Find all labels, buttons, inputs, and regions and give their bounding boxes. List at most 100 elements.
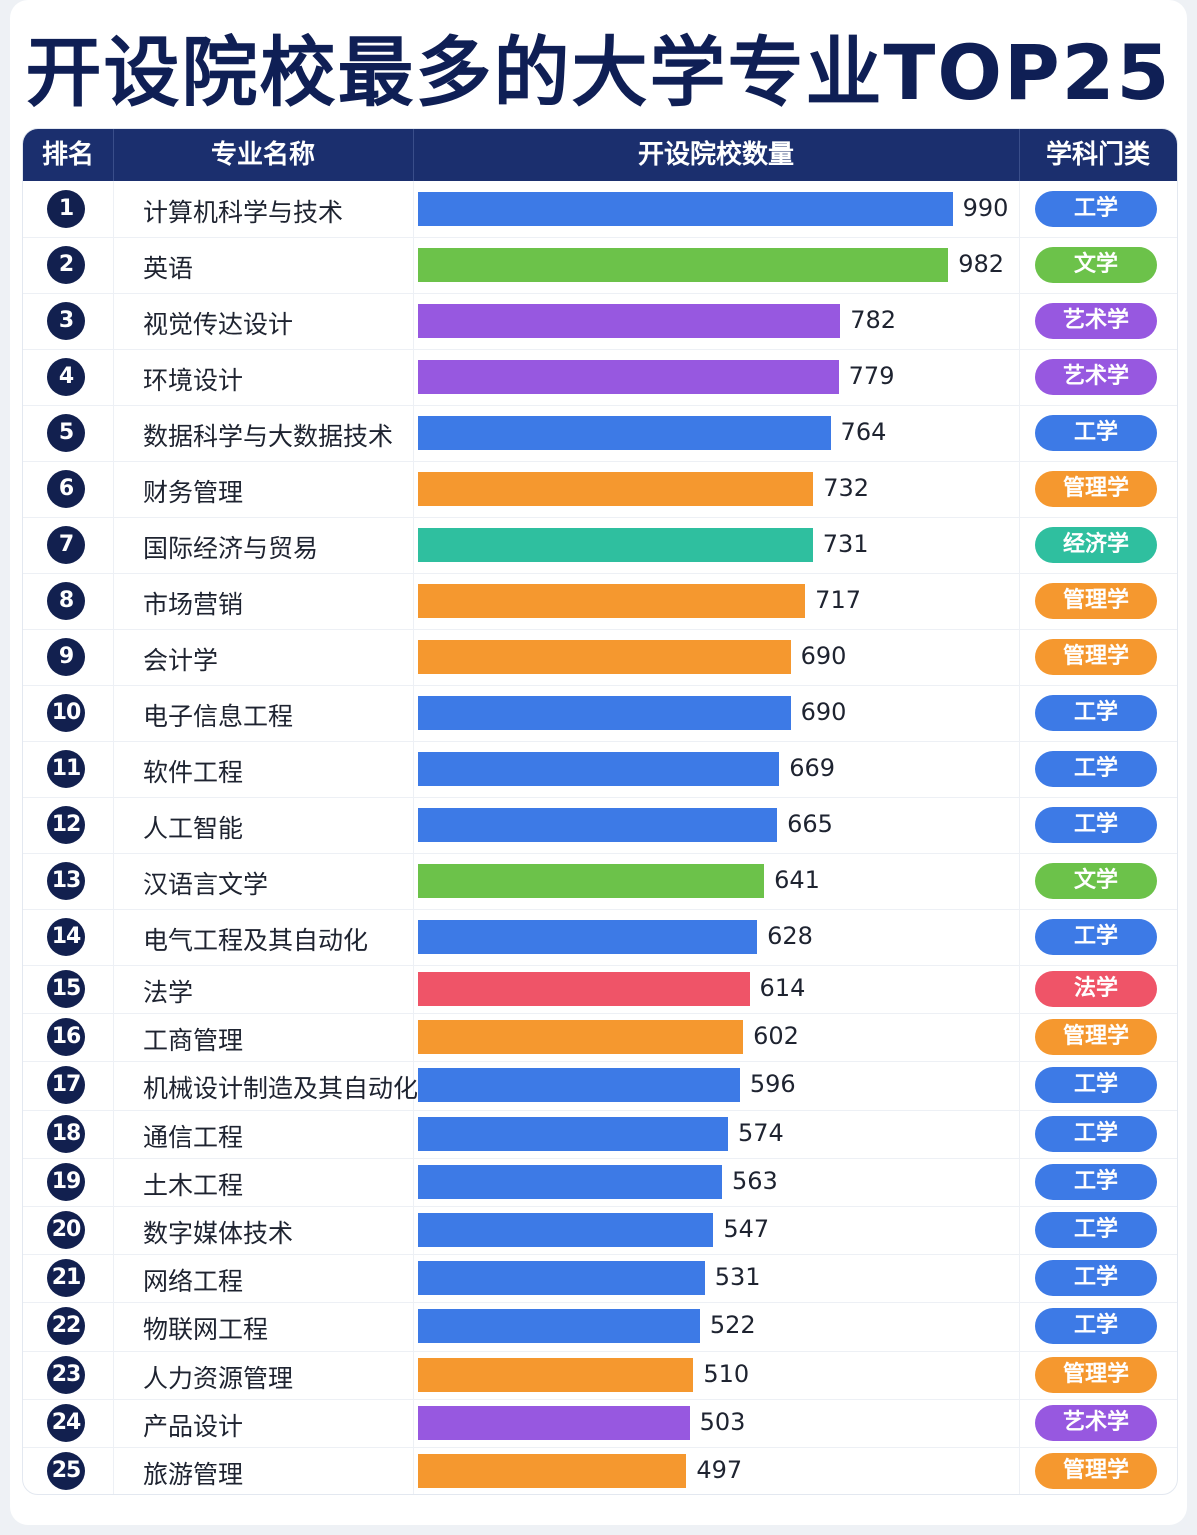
discipline-badge: 工学 [1035,415,1157,451]
count-bar [418,192,953,226]
table-row: 12 人工智能 665 工学 [23,797,1177,854]
count-value: 614 [759,974,806,1003]
major-name: 土木工程 [143,1170,244,1200]
discipline-badge: 工学 [1035,1163,1157,1200]
count-bar [418,640,791,674]
discipline-badge: 工学 [1035,1067,1157,1104]
count-value: 779 [848,362,895,390]
rank-badge: 6 [47,470,85,508]
count-bar [418,416,831,450]
table-row: 15 法学 614 法学 [23,965,1177,1015]
header-major: 专业名称 [113,129,414,181]
discipline-badge: 工学 [1035,1260,1157,1297]
discipline-badge: 管理学 [1035,1453,1157,1490]
ranking-table: 排名 专业名称 开设院校数量 学科门类 1 计算机科学与技术 990 工学 2 英语 982… [22,128,1178,1495]
table-row: 5 数据科学与大数据技术 764 工学 [23,405,1177,462]
count-bar [418,1213,714,1248]
rank-badge: 11 [47,750,85,788]
rank-badge: 1 [47,190,85,228]
count-value: 547 [723,1215,770,1244]
header-discipline: 学科门类 [1045,140,1150,170]
count-bar [418,1164,723,1199]
rank-badge: 14 [47,918,85,956]
rank-badge: 8 [47,582,85,620]
major-name: 市场营销 [143,590,244,619]
rank-badge: 12 [47,806,85,844]
count-bar [418,752,780,786]
rank-badge: 5 [47,414,85,452]
count-bar [418,1261,705,1296]
count-value: 531 [714,1263,761,1292]
rank-badge: 2 [47,246,85,284]
count-bar [418,1020,744,1055]
discipline-badge: 管理学 [1035,1019,1157,1056]
rank-badge: 20 [47,1211,85,1250]
count-bar [418,248,949,282]
major-name: 旅游管理 [143,1460,244,1490]
table-row: 24 产品设计 503 艺术学 [23,1399,1177,1448]
major-name: 物联网工程 [143,1315,269,1345]
discipline-badge: 管理学 [1035,1356,1157,1393]
table-row: 7 国际经济与贸易 731 经济学 [23,517,1177,574]
rank-badge: 13 [47,862,85,900]
rank-badge: 18 [47,1114,85,1153]
count-value: 497 [696,1456,743,1485]
table-row: 2 英语 982 文学 [23,237,1177,294]
count-bar [418,1357,694,1392]
count-value: 641 [774,866,820,894]
major-name: 数字媒体技术 [143,1219,294,1249]
major-name: 产品设计 [143,1411,244,1441]
count-bar [418,696,791,730]
count-bar [418,472,814,506]
count-value: 731 [822,530,869,558]
table-row: 20 数字媒体技术 547 工学 [23,1206,1177,1256]
discipline-badge: 文学 [1035,863,1157,899]
column-divider [1019,181,1020,1494]
rank-badge: 21 [47,1259,85,1298]
count-value: 596 [749,1070,796,1099]
count-bar [418,1309,700,1344]
rank-badge: 7 [47,526,85,564]
discipline-badge: 工学 [1035,919,1157,955]
column-divider [413,181,414,1494]
discipline-badge: 工学 [1035,695,1157,731]
major-name: 汉语言文学 [143,870,269,899]
discipline-badge: 工学 [1035,807,1157,843]
count-value: 982 [958,250,1005,278]
rank-badge: 19 [47,1162,85,1201]
count-value: 522 [709,1311,756,1340]
count-value: 690 [800,642,847,670]
count-value: 510 [703,1359,750,1388]
column-divider [113,181,114,1494]
major-name: 国际经济与贸易 [143,534,319,563]
discipline-badge: 管理学 [1035,583,1157,619]
count-bar [418,864,765,898]
discipline-badge: 经济学 [1035,527,1157,563]
table-row: 10 电子信息工程 690 工学 [23,685,1177,742]
count-bar [418,1454,687,1489]
discipline-badge: 艺术学 [1035,1404,1157,1441]
major-name: 网络工程 [143,1267,244,1297]
major-name: 法学 [143,978,194,1008]
discipline-badge: 工学 [1035,191,1157,227]
major-name: 英语 [143,254,194,283]
rank-badge: 24 [47,1403,85,1442]
count-bar [418,360,839,394]
table-header: 排名 专业名称 开设院校数量 学科门类 [23,129,1177,181]
count-value: 690 [800,698,847,726]
discipline-badge: 艺术学 [1035,359,1157,395]
discipline-badge: 工学 [1035,1308,1157,1345]
rank-badge: 10 [47,694,85,732]
discipline-badge: 艺术学 [1035,303,1157,339]
discipline-badge: 管理学 [1035,471,1157,507]
count-bar [418,304,841,338]
rank-badge: 23 [47,1355,85,1394]
table-row: 17 机械设计制造及其自动化 596 工学 [23,1061,1177,1111]
rank-badge: 15 [47,970,85,1009]
count-value: 574 [737,1118,784,1147]
major-name: 视觉传达设计 [143,310,294,339]
count-value: 665 [787,810,833,838]
major-name: 会计学 [143,646,219,675]
discipline-badge: 工学 [1035,1212,1157,1249]
table-row: 22 物联网工程 522 工学 [23,1302,1177,1352]
